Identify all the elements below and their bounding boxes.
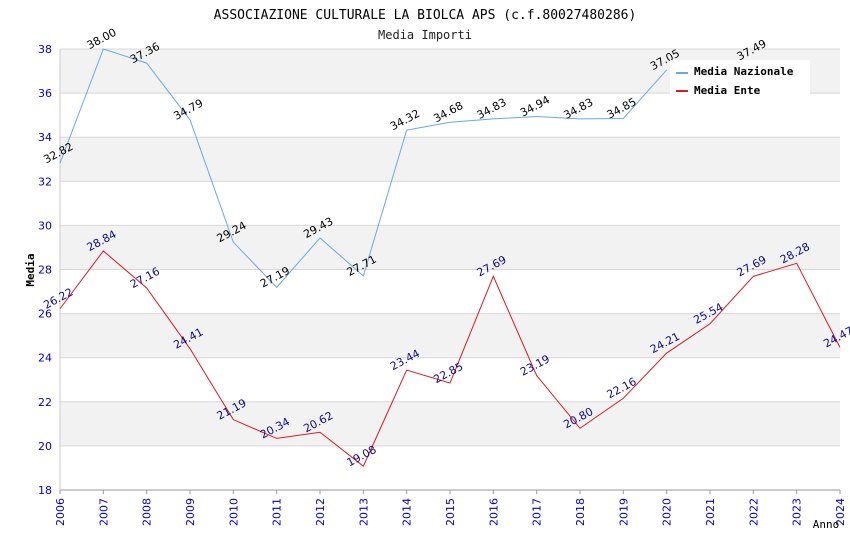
grid-band	[60, 313, 840, 358]
y-tick-label: 30	[38, 219, 52, 232]
chart-subtitle: Media Importi	[378, 28, 472, 42]
chart-title: ASSOCIAZIONE CULTURALE LA BIOLCA APS (c.…	[214, 8, 637, 23]
y-tick-labels: 18 20 22 24 26 28 30 32 34 36 38	[38, 43, 52, 497]
x-tick-label: 2023	[791, 498, 804, 526]
grid-band	[60, 401, 840, 446]
x-tick-label: 2019	[617, 498, 630, 526]
x-tick-label: 2017	[531, 498, 544, 526]
x-tick-label: 2007	[97, 498, 110, 526]
legend-label-media-ente: Media Ente	[694, 84, 761, 97]
x-tick-label: 2024	[834, 498, 847, 526]
grid-band	[60, 137, 840, 182]
y-tick-label: 26	[38, 308, 52, 321]
y-axis-title: Media	[24, 253, 37, 286]
x-tick-label: 2008	[141, 498, 154, 526]
y-tick-label: 20	[38, 440, 52, 453]
x-tick-label: 2006	[54, 498, 67, 526]
x-tick-label: 2009	[184, 498, 197, 526]
x-axis-title: Anno	[813, 518, 840, 531]
legend: Media Nazionale Media Ente	[670, 60, 810, 97]
x-tick-label: 2010	[227, 498, 240, 526]
y-tick-label: 22	[38, 396, 52, 409]
x-tick-label: 2018	[574, 498, 587, 526]
x-tick-label: 2021	[704, 498, 717, 526]
x-tick-label: 2012	[314, 498, 327, 526]
x-tick-label: 2014	[401, 498, 414, 526]
legend-box	[670, 60, 810, 96]
grid-band	[60, 225, 840, 270]
y-tick-label: 18	[38, 484, 52, 497]
y-tick-label: 28	[38, 264, 52, 277]
y-tick-label: 24	[38, 352, 52, 365]
x-tick-label: 2020	[661, 498, 674, 526]
series-lines	[60, 49, 841, 467]
x-tick-label: 2022	[747, 498, 760, 526]
y-tick-label: 36	[38, 87, 52, 100]
x-tick-label: 2015	[444, 498, 457, 526]
x-tick-label: 2016	[487, 498, 500, 526]
y-tick-label: 38	[38, 43, 52, 56]
x-tick-label: 2011	[271, 498, 284, 526]
x-tick-labels: 2006 2007 2008 2009 2010 2011 2012 2013 2014 2015…	[54, 490, 847, 526]
y-tick-label: 32	[38, 175, 52, 188]
legend-label-media-nazionale: Media Nazionale	[694, 65, 794, 78]
y-tick-label: 34	[38, 131, 52, 144]
x-tick-label: 2013	[357, 498, 370, 526]
